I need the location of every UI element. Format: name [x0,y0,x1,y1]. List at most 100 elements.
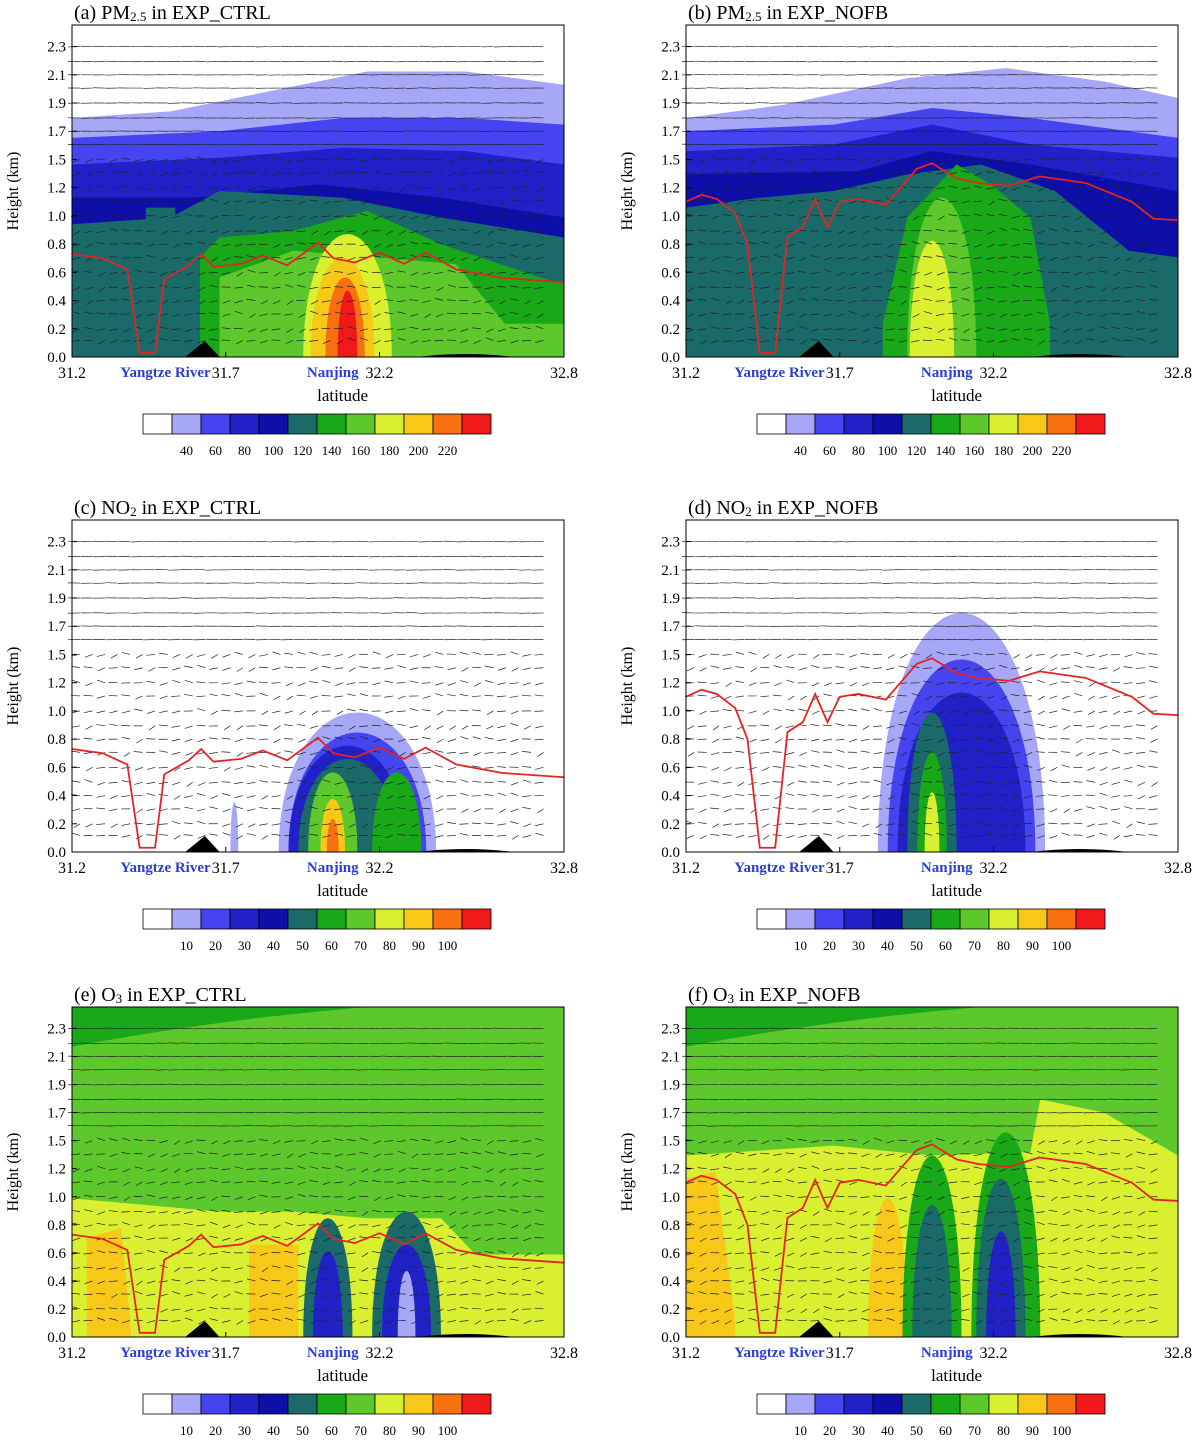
wind-vector [135,1181,143,1186]
wind-vector [948,255,958,258]
wind-vector [811,682,820,687]
wind-vector [1010,667,1020,670]
wind-vector [1011,1221,1020,1226]
wind-vector [775,1168,782,1173]
colorbar-swatch [171,413,202,435]
wind-vector [797,794,807,796]
wind-vector [535,823,544,827]
wind-vector [461,725,469,730]
wind-vector [197,340,206,344]
pbl-height-line [71,1222,565,1334]
wind-vector [522,1195,531,1198]
wind-vector [83,666,93,669]
wind-vector [773,254,782,258]
wind-vector [121,1152,131,1155]
wind-vector [422,1265,431,1269]
wind-vector [1050,654,1058,659]
wind-vector [898,1252,907,1255]
wind-vector [785,666,795,669]
wind-vector [960,682,970,685]
wind-vector [298,795,306,800]
colorbar-swatch [461,908,492,930]
wind-vector [1111,695,1121,699]
wind-vector [259,823,268,826]
wind-vector [898,833,907,836]
wind-vector [121,835,131,838]
wind-vector [147,1153,156,1158]
wind-vector [346,1293,356,1296]
wind-vector [761,156,770,160]
wind-vector [985,171,995,174]
wind-vector [184,1293,193,1297]
wind-vector [523,1320,532,1325]
colorbar-label: 60 [325,938,338,953]
wind-vector [1136,834,1145,836]
wind-vector [1123,738,1133,740]
wind-vector [761,1237,770,1242]
wind-vector [83,1153,93,1156]
wind-vector [1123,300,1133,303]
wind-vector [223,767,231,772]
wind-vector [963,710,970,716]
wind-vector [234,738,243,743]
wind-vector [948,833,958,836]
wind-vector [973,257,983,260]
wind-vector [900,654,908,659]
wind-vector [522,159,532,162]
wind-vector [1036,1252,1045,1256]
colorbar-label: 50 [910,938,923,953]
wind-vector [409,326,419,330]
wind-vector [960,1279,970,1282]
o3-band-80-mid [868,1198,908,1337]
colorbar-label: 140 [936,443,956,458]
wind-vector [184,693,193,697]
place-label-nanjing: Nanjing [921,860,973,876]
wind-vector [973,709,983,712]
wind-vector [346,230,356,233]
wind-vector [797,1196,807,1198]
wind-vector [1150,340,1158,345]
wind-vector [459,1166,469,1170]
wind-vector [385,835,394,839]
wind-vector [1087,767,1095,771]
wind-vector [486,1168,494,1173]
wind-vector [1023,159,1033,161]
wind-vector [963,328,970,334]
wind-vector [196,808,206,812]
wind-vector [1048,340,1058,343]
wind-vector [121,1211,131,1213]
wind-vector [800,695,807,701]
colorbar-label: 140 [322,443,342,458]
wind-vector [397,695,406,700]
wind-vector [347,693,356,697]
x-axis-label: latitude [931,881,982,900]
wind-vector [509,243,519,247]
wind-vector [710,695,720,699]
wind-vector [234,651,243,655]
wind-vector [1111,749,1121,753]
wind-vector [923,710,933,713]
wind-vector [1013,1181,1020,1187]
wind-vector [197,1252,206,1257]
wind-vector [811,187,820,191]
wind-vector [447,187,456,191]
wind-vector [183,1252,193,1255]
wind-vector [184,1222,193,1226]
wind-vector [773,213,782,217]
wind-vector [938,159,945,164]
wind-vector [409,1293,419,1296]
wind-vector [286,795,294,800]
wind-vector [735,1168,745,1171]
wind-vector [246,795,256,798]
wind-vector [522,682,532,686]
wind-vector [309,340,319,342]
wind-vector [899,752,908,757]
wind-vector [83,1252,93,1255]
wind-vector [1151,781,1158,787]
wind-vector [973,300,983,302]
colorbar-label: 30 [238,938,251,953]
wind-vector [108,1251,118,1254]
wind-vector [823,738,832,742]
wind-vector [1023,337,1033,341]
wind-vector [722,708,732,712]
